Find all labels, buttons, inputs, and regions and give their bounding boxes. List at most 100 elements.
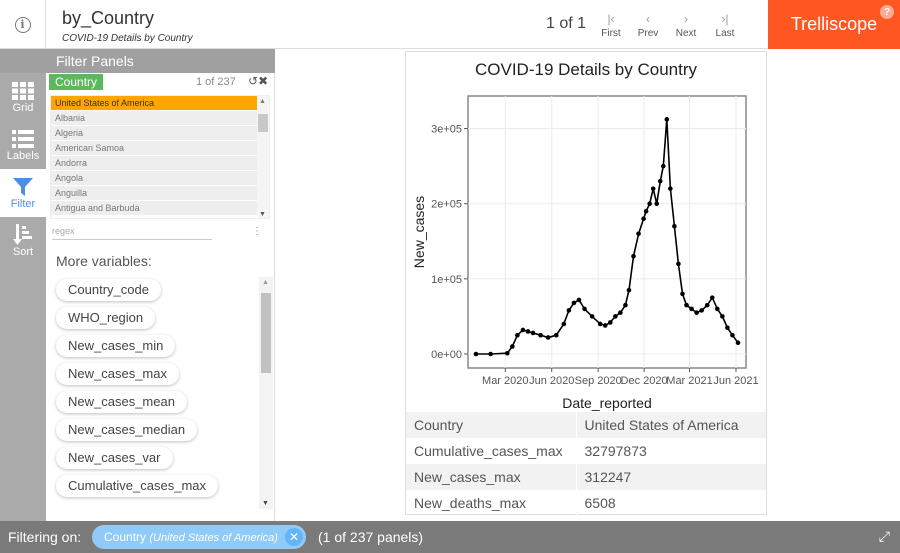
panel-count: (1 of 237 panels): [318, 529, 424, 545]
data-point: [704, 302, 710, 308]
list-item[interactable]: Algeria: [51, 126, 257, 141]
variable-pill[interactable]: New_cases_max: [56, 363, 179, 385]
data-point: [725, 325, 730, 330]
scroll-down-icon[interactable]: ▼: [259, 211, 266, 218]
meta-key: Country: [406, 412, 577, 438]
variable-pill[interactable]: New_cases_median: [56, 419, 198, 441]
sidebar-item-labels[interactable]: Labels: [0, 121, 46, 169]
regex-options-icon[interactable]: ⋮: [252, 226, 262, 237]
data-point: [694, 310, 699, 315]
variable-pill[interactable]: New_cases_var: [56, 447, 173, 469]
remove-filter-icon[interactable]: ✕: [284, 528, 303, 546]
data-point: [607, 320, 613, 325]
data-point: [538, 332, 543, 338]
country-list-scrollbar[interactable]: ▲ ▼: [257, 96, 269, 218]
filter-icon: [13, 176, 33, 198]
more-variables-label: More variables:: [56, 253, 152, 269]
active-filter-key: Country: [104, 530, 147, 544]
variable-pill[interactable]: New_cases_mean: [56, 391, 187, 413]
data-point: [689, 306, 694, 312]
y-axis-label: New_cases: [411, 196, 427, 268]
list-item[interactable]: Andorra: [51, 156, 257, 171]
sidebar-label-sort: Sort: [12, 246, 34, 258]
y-axis: 0e+00 1e+05 2e+05 3e+05: [431, 124, 468, 361]
meta-value: United States of America: [576, 412, 766, 438]
data-point: [515, 332, 520, 338]
sort-icon: [13, 224, 33, 246]
data-point: [488, 351, 493, 357]
sidebar-item-grid[interactable]: Grid: [0, 73, 46, 121]
table-row: Cumulative_cases_max 32797873: [406, 438, 766, 464]
data-point: [654, 201, 660, 206]
list-item[interactable]: Albania: [51, 111, 257, 126]
data-point: [684, 302, 689, 308]
time-series-chart: 0e+00 1e+05 2e+05 3e+05 Mar 2020 Jun 2020 Sep…: [411, 95, 759, 411]
data-point: [520, 327, 526, 333]
data-point: [631, 254, 636, 259]
list-item[interactable]: American Samoa: [51, 141, 257, 156]
table-row: Country United States of America: [406, 412, 766, 438]
footer-bar: Filtering on: Country (United States of …: [0, 521, 900, 553]
data-point: [545, 335, 551, 340]
meta-key: Cumulative_cases_max: [406, 438, 577, 464]
x-tick-label: Jun 2020: [529, 375, 574, 387]
variable-list-scrollbar[interactable]: ▲ ▼: [259, 277, 273, 509]
panel-meta-table: Country United States of America Cumulati…: [406, 412, 766, 516]
last-page-icon: ›|: [721, 12, 729, 26]
sidebar-item-filter[interactable]: Filter: [0, 169, 46, 217]
display-title: by_Country: [62, 8, 155, 28]
next-page-button[interactable]: › Next: [668, 10, 704, 39]
list-icon: [12, 128, 34, 150]
list-item[interactable]: Antigua and Barbuda: [51, 201, 257, 216]
first-page-button[interactable]: |‹ First: [593, 10, 629, 39]
x-tick-label: Dec 2020: [621, 375, 668, 387]
trelliscope-brand[interactable]: Trelliscope ?: [768, 0, 900, 49]
data-point: [566, 308, 572, 313]
page-info: 1 of 1: [546, 15, 587, 32]
data-point: [626, 287, 632, 293]
scroll-thumb[interactable]: [258, 114, 268, 132]
prev-page-label: Prev: [637, 28, 659, 39]
info-button[interactable]: i: [0, 0, 46, 49]
country-filter-label: Country: [49, 74, 104, 90]
data-point: [668, 186, 673, 191]
regex-input[interactable]: regex: [52, 224, 212, 240]
scroll-up-icon[interactable]: ▲: [262, 279, 269, 286]
list-item[interactable]: United States of America: [51, 96, 257, 111]
sidebar: Grid Labels Filter Sort: [0, 49, 46, 521]
variable-pill[interactable]: New_cases_min: [56, 335, 176, 357]
reset-icon[interactable]: ↺: [248, 74, 259, 88]
variable-pill[interactable]: Cumulative_cases_max: [56, 475, 219, 497]
close-icon[interactable]: ✖: [258, 74, 269, 88]
grid-lines: [468, 96, 746, 368]
series-points: [473, 117, 741, 357]
header-bar: i by_Country COVID-19 Details by Country…: [0, 0, 900, 49]
info-icon: i: [14, 16, 31, 33]
scroll-down-icon[interactable]: ▼: [262, 500, 269, 507]
list-item[interactable]: Anguilla: [51, 186, 257, 201]
variable-pill[interactable]: WHO_region: [56, 307, 156, 329]
sidebar-label-grid: Grid: [12, 102, 34, 114]
sidebar-item-sort[interactable]: Sort: [0, 217, 46, 265]
help-icon[interactable]: ?: [880, 5, 894, 19]
country-list[interactable]: United States of America Albania Algeria…: [50, 95, 270, 219]
data-point: [623, 302, 628, 308]
y-tick-label: 3e+05: [431, 124, 462, 136]
data-point: [643, 208, 649, 214]
active-filter-pill[interactable]: Country (United States of America) ✕: [92, 525, 306, 549]
data-point: [720, 314, 725, 319]
data-point: [650, 186, 656, 191]
prev-page-button[interactable]: ‹ Prev: [630, 10, 666, 39]
last-page-button[interactable]: ›| Last: [707, 10, 743, 39]
scroll-up-icon[interactable]: ▲: [259, 98, 266, 105]
list-item[interactable]: Angola: [51, 171, 257, 186]
scroll-thumb[interactable]: [261, 293, 271, 373]
table-row: New_deaths_max 6508: [406, 490, 766, 516]
prev-page-icon: ‹: [646, 12, 650, 26]
panel-card[interactable]: COVID-19 Details by Country 0e+00 1e+05 2e…: [405, 51, 767, 516]
data-point: [613, 314, 618, 319]
data-point: [709, 295, 715, 300]
x-tick-label: Jun 2021: [713, 375, 758, 387]
expand-icon[interactable]: ⤢: [878, 528, 890, 544]
variable-pill[interactable]: Country_code: [56, 279, 161, 301]
